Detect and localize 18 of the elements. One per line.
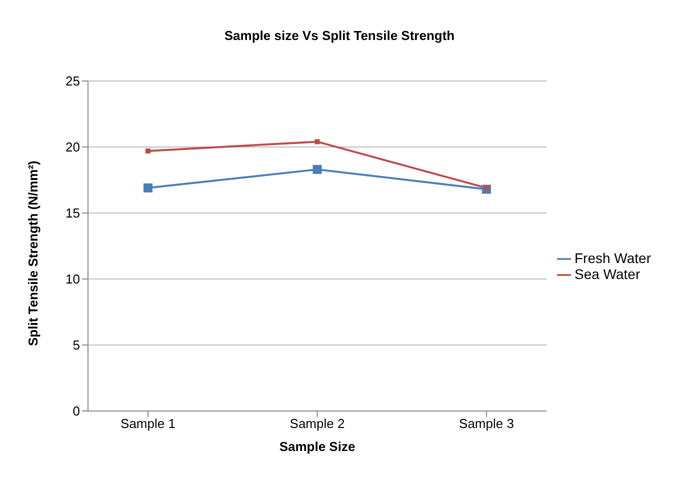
x-tick-label: Sample 3 — [459, 416, 514, 432]
legend-label: Fresh Water — [574, 250, 651, 266]
y-tick-label: 15 — [66, 206, 80, 221]
y-tick-label: 10 — [66, 272, 80, 287]
y-tick-label: 5 — [72, 338, 80, 353]
point — [314, 139, 320, 144]
x-axis-title: Sample Size — [279, 439, 356, 454]
point — [312, 164, 322, 174]
legend-label: Sea Water — [574, 266, 640, 282]
y-tick-label: 20 — [66, 140, 80, 155]
x-tick-label: Sample 1 — [120, 416, 176, 432]
y-tick-label: 0 — [72, 404, 80, 419]
chart-title: Sample size Vs Split Tensile Strength — [223, 28, 456, 43]
point — [146, 148, 150, 154]
x-tick-label: Sample 2 — [290, 416, 345, 432]
y-tick-label: 25 — [66, 74, 80, 89]
point — [144, 183, 152, 192]
y-axis-title: Split Tensile Strength (N/mm²) — [26, 160, 41, 346]
